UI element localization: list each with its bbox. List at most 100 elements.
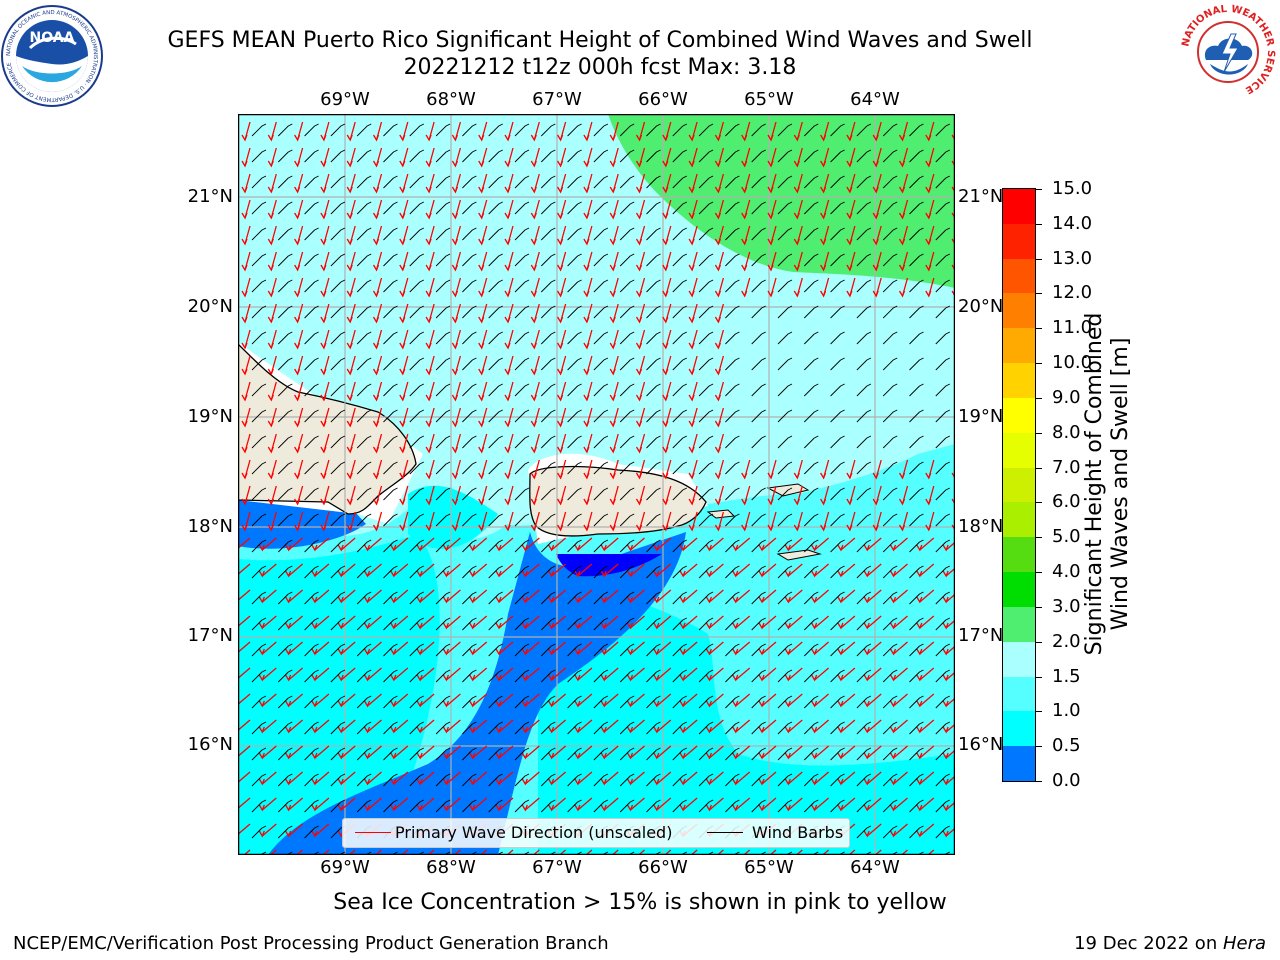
wave-direction-arrowhead: [916, 700, 923, 708]
wave-direction-arrowhead: [705, 700, 713, 708]
wave-direction-arrowhead: [583, 498, 590, 506]
wave-direction-arrowhead: [784, 752, 791, 760]
wind-barb: [830, 383, 845, 397]
wind-barb: [356, 357, 372, 371]
colorbar-tick-label: 3.0: [1052, 595, 1081, 617]
wind-barb: [882, 461, 898, 475]
wind-barb: [356, 279, 372, 293]
wave-direction-arrowhead: [557, 524, 564, 532]
wave-direction-arrow: [498, 537, 514, 551]
wave-direction-arrow: [893, 745, 908, 759]
wave-direction-arrow: [445, 719, 461, 733]
wave-direction-arrowhead: [863, 596, 870, 604]
wind-barb: [935, 643, 951, 657]
wave-direction-arrowhead: [784, 778, 791, 786]
wind-barb: [567, 331, 582, 345]
wave-direction-arrow: [900, 849, 908, 855]
wind-barb: [251, 201, 267, 215]
wave-direction-arrow: [656, 719, 672, 733]
colorbar: [1002, 188, 1036, 782]
wave-direction-arrowhead: [346, 290, 353, 298]
wind-barb: [777, 669, 793, 683]
wave-direction-arrow: [340, 563, 356, 577]
wave-direction-arrowhead: [583, 394, 590, 402]
wind-barb: [330, 773, 346, 787]
wind-barb: [488, 357, 503, 371]
wave-direction-arrowhead: [837, 648, 844, 656]
wave-direction-arrowhead: [600, 778, 607, 786]
wave-direction-arrowhead: [399, 160, 406, 168]
wave-direction-arrowhead: [557, 238, 564, 246]
wave-direction-arrowhead: [425, 498, 432, 506]
wave-direction-arrow: [682, 641, 698, 655]
wave-direction-arrow: [340, 641, 356, 655]
wave-direction-arrowhead: [846, 238, 853, 246]
wind-barb: [856, 149, 872, 163]
wave-direction-arrowhead: [337, 804, 344, 812]
wind-barb: [698, 279, 714, 293]
wind-barb: [935, 695, 951, 709]
wind-barb: [514, 617, 530, 631]
wind-barb: [935, 331, 951, 345]
wind-barb: [725, 617, 740, 631]
wave-direction-arrowhead: [635, 446, 643, 454]
wave-direction-arrowhead: [451, 134, 459, 142]
wave-direction-arrow: [866, 823, 882, 837]
wave-direction-arrowhead: [390, 648, 397, 656]
wind-barb: [330, 123, 346, 137]
lat-tick-right: 20°N: [958, 296, 1004, 317]
wave-direction-arrow: [498, 589, 514, 603]
wind-barb: [619, 565, 635, 579]
wave-direction-arrowhead: [390, 674, 397, 682]
wave-direction-arrow: [261, 771, 277, 785]
wind-barb: [488, 721, 503, 735]
wave-direction-arrow: [945, 567, 955, 577]
wind-barb: [909, 695, 924, 709]
wave-direction-arrowhead: [951, 134, 955, 142]
wave-direction-arrow: [532, 849, 540, 855]
wave-direction-arrowhead: [478, 290, 485, 298]
wind-barb: [681, 851, 688, 855]
wave-direction-arrow: [735, 771, 751, 785]
wave-direction-arrowhead: [609, 472, 616, 480]
wave-direction-arrow: [288, 823, 304, 837]
wave-direction-arrowhead: [548, 700, 555, 708]
wave-direction-arrowhead: [662, 290, 669, 298]
wind-barb: [751, 721, 766, 735]
wind-barb: [462, 357, 477, 371]
wave-direction-arrowhead: [942, 752, 949, 760]
colorbar-tick-mark: [1036, 397, 1042, 399]
wave-direction-arrow: [419, 797, 435, 811]
colorbar-segment: [1003, 432, 1035, 469]
wind-barb: [751, 305, 766, 319]
wave-direction-arrowhead: [898, 290, 906, 298]
wave-direction-arrowhead: [258, 544, 265, 552]
wave-direction-arrowhead: [600, 596, 607, 604]
wind-barb: [725, 383, 740, 397]
wave-direction-arrowhead: [705, 778, 713, 786]
wind-barb: [882, 383, 898, 397]
wind-barb: [909, 201, 924, 215]
wind-barb: [488, 201, 503, 215]
wave-direction-arrowhead: [609, 160, 616, 168]
wave-direction-arrow: [603, 797, 619, 811]
wind-barb: [383, 565, 398, 579]
wave-direction-arrowhead: [600, 544, 607, 552]
wind-barb: [856, 305, 872, 319]
wind-barb: [830, 591, 845, 605]
wind-barb: [856, 721, 872, 735]
wind-barb: [935, 149, 951, 163]
wind-barb: [777, 591, 793, 605]
wind-barb: [251, 253, 267, 267]
wave-direction-arrowhead: [609, 394, 616, 402]
wave-direction-arrowhead: [337, 726, 344, 734]
wind-barb: [251, 591, 267, 605]
wave-direction-arrow: [524, 797, 540, 811]
wind-barb: [672, 331, 688, 345]
wave-direction-arrowhead: [399, 420, 406, 428]
wave-direction-arrowhead: [451, 264, 459, 272]
colorbar-segment: [1003, 223, 1035, 260]
wave-direction-arrowhead: [714, 186, 722, 194]
wind-barb: [593, 695, 609, 709]
wave-direction-arrowhead: [758, 804, 765, 812]
